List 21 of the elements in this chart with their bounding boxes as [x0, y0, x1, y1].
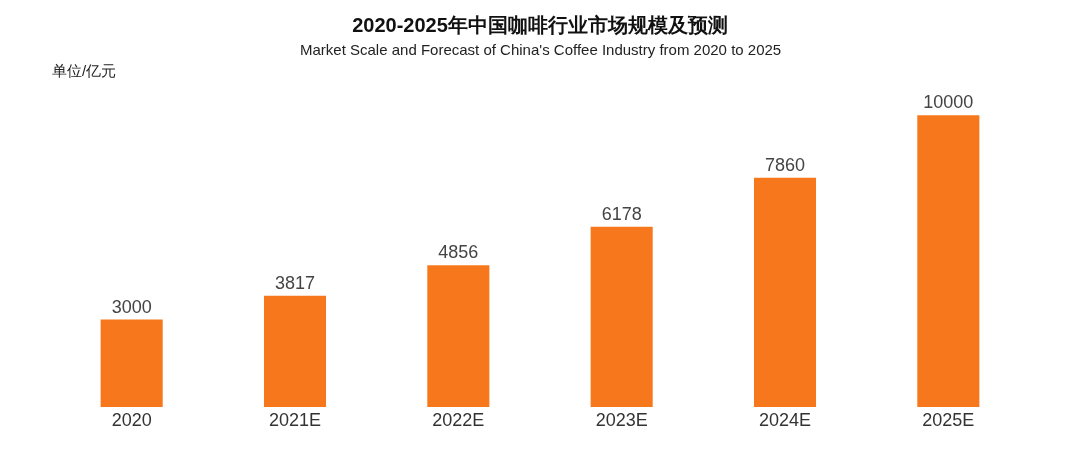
- x-tick-label: 2024E: [758, 410, 812, 430]
- bar: [100, 319, 163, 407]
- x-tick-label: 2023E: [595, 410, 648, 430]
- bar: [263, 295, 327, 407]
- chart-title: 2020-2025年中国咖啡行业市场规模及预测: [352, 14, 728, 37]
- data-label: 3817: [274, 272, 316, 293]
- data-label: 3000: [111, 296, 152, 317]
- bar: [753, 177, 817, 407]
- data-label: 6178: [601, 203, 642, 224]
- text: 单位/亿元: [52, 62, 117, 79]
- x-tick-label: 2021E: [268, 410, 322, 430]
- data-label: 4856: [438, 242, 479, 263]
- data-label: 10000: [923, 92, 974, 113]
- bar: [427, 265, 490, 407]
- bar: [590, 226, 653, 407]
- x-tick-label: 2022E: [432, 410, 485, 430]
- x-tick-label: 2025E: [922, 410, 975, 430]
- data-label: 7860: [764, 154, 806, 175]
- bar: [917, 115, 980, 407]
- x-tick-label: 2020: [111, 410, 152, 430]
- chart-subtitle: Market Scale and Forecast of China's Coffee Industry from 2020 to 2025: [300, 41, 782, 58]
